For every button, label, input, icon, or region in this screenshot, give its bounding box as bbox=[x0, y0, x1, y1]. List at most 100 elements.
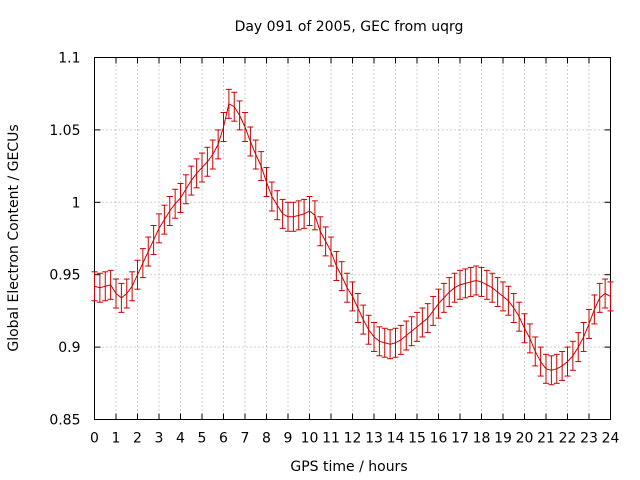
data-point bbox=[424, 303, 431, 334]
data-point bbox=[371, 321, 377, 352]
data-point bbox=[489, 272, 496, 303]
data-point bbox=[328, 236, 334, 267]
x-tick-label: 22 bbox=[559, 431, 577, 447]
data-point bbox=[199, 152, 205, 183]
data-point bbox=[322, 226, 329, 257]
data-point bbox=[360, 304, 367, 335]
data-point bbox=[376, 326, 383, 357]
x-tick-label: 3 bbox=[155, 431, 164, 447]
x-tick-label: 8 bbox=[262, 431, 271, 447]
data-point bbox=[553, 353, 560, 384]
x-tick-label: 6 bbox=[219, 431, 228, 447]
data-point bbox=[516, 301, 523, 332]
data-point bbox=[580, 321, 587, 352]
data-point bbox=[258, 151, 265, 182]
data-point bbox=[532, 336, 539, 367]
data-point bbox=[96, 272, 103, 303]
data-point bbox=[473, 265, 480, 296]
data-point bbox=[129, 271, 136, 302]
data-point bbox=[268, 181, 275, 212]
data-point bbox=[419, 307, 426, 338]
data-point bbox=[591, 294, 598, 325]
data-point bbox=[247, 126, 254, 157]
x-tick-label: 0 bbox=[90, 431, 99, 447]
x-tick-label: 18 bbox=[473, 431, 491, 447]
data-point bbox=[161, 204, 168, 235]
data-point bbox=[462, 268, 469, 299]
data-point bbox=[252, 139, 259, 170]
data-point bbox=[586, 308, 592, 339]
x-tick-label: 12 bbox=[344, 431, 362, 447]
data-point bbox=[440, 282, 447, 313]
data-point bbox=[451, 272, 458, 303]
y-tick-label: 0.9 bbox=[58, 340, 80, 356]
x-tick-label: 5 bbox=[198, 431, 207, 447]
data-point bbox=[311, 200, 318, 231]
data-point bbox=[145, 236, 152, 267]
data-point bbox=[204, 146, 211, 177]
data-point bbox=[403, 320, 410, 351]
data-point bbox=[602, 278, 609, 309]
data-point bbox=[306, 196, 313, 226]
x-tick-label: 20 bbox=[516, 431, 534, 447]
data-point bbox=[172, 188, 179, 219]
x-tick-labels: 0 1 2 3 4 5 6 7 8 9 10 11 12 13 14 15 16 17 18 19 20 21 22 23 24 bbox=[90, 431, 619, 447]
data-point bbox=[543, 353, 549, 384]
data-point bbox=[387, 329, 394, 360]
data-point bbox=[537, 346, 544, 377]
data-point bbox=[596, 282, 603, 313]
y-axis-label: Global Electron Content / GECUs bbox=[6, 124, 22, 351]
data-point bbox=[446, 277, 453, 308]
data-point bbox=[569, 340, 576, 371]
data-point bbox=[408, 316, 415, 347]
data-point bbox=[182, 174, 189, 205]
data-point bbox=[123, 278, 130, 309]
data-point bbox=[231, 91, 238, 122]
data-point bbox=[242, 112, 248, 142]
y-tick-label: 1 bbox=[72, 195, 81, 211]
data-point bbox=[215, 129, 222, 160]
data-point bbox=[166, 196, 173, 226]
data-point bbox=[156, 213, 162, 244]
data-point bbox=[414, 311, 420, 342]
x-tick-label: 23 bbox=[580, 431, 598, 447]
axis-ticks bbox=[94, 57, 611, 420]
data-point bbox=[483, 269, 490, 300]
x-tick-label: 9 bbox=[284, 431, 293, 447]
data-point bbox=[564, 346, 571, 377]
data-point bbox=[102, 271, 109, 302]
x-tick-label: 4 bbox=[176, 431, 185, 447]
data-point bbox=[134, 259, 141, 290]
data-point bbox=[521, 313, 528, 344]
data-point bbox=[107, 269, 114, 300]
y-tick-label: 1.05 bbox=[49, 123, 80, 139]
data-point bbox=[607, 281, 614, 312]
x-tick-label: 10 bbox=[301, 431, 319, 447]
data-point bbox=[430, 295, 437, 326]
y-tick-label: 1.1 bbox=[58, 51, 80, 67]
x-tick-label: 15 bbox=[408, 431, 426, 447]
x-tick-label: 24 bbox=[602, 431, 620, 447]
data-point bbox=[333, 251, 340, 281]
data-point bbox=[177, 182, 184, 213]
x-tick-label: 7 bbox=[241, 431, 250, 447]
x-tick-label: 21 bbox=[537, 431, 555, 447]
data-point bbox=[91, 271, 98, 302]
data-point bbox=[301, 198, 308, 229]
data-point bbox=[279, 198, 286, 229]
data-point bbox=[188, 165, 195, 196]
x-tick-label: 19 bbox=[494, 431, 512, 447]
data-point bbox=[478, 266, 485, 297]
data-point bbox=[435, 288, 442, 319]
data-point bbox=[285, 201, 291, 232]
data-point bbox=[263, 167, 270, 198]
data-point bbox=[354, 293, 361, 323]
x-tick-label: 13 bbox=[365, 431, 383, 447]
x-tick-label: 17 bbox=[451, 431, 469, 447]
data-point bbox=[510, 293, 517, 323]
y-tick-labels: 0.85 0.9 0.95 1 1.05 1.1 bbox=[49, 51, 80, 429]
x-tick-label: 2 bbox=[133, 431, 142, 447]
y-tick-label: 0.95 bbox=[49, 268, 80, 284]
data-point bbox=[193, 158, 200, 189]
